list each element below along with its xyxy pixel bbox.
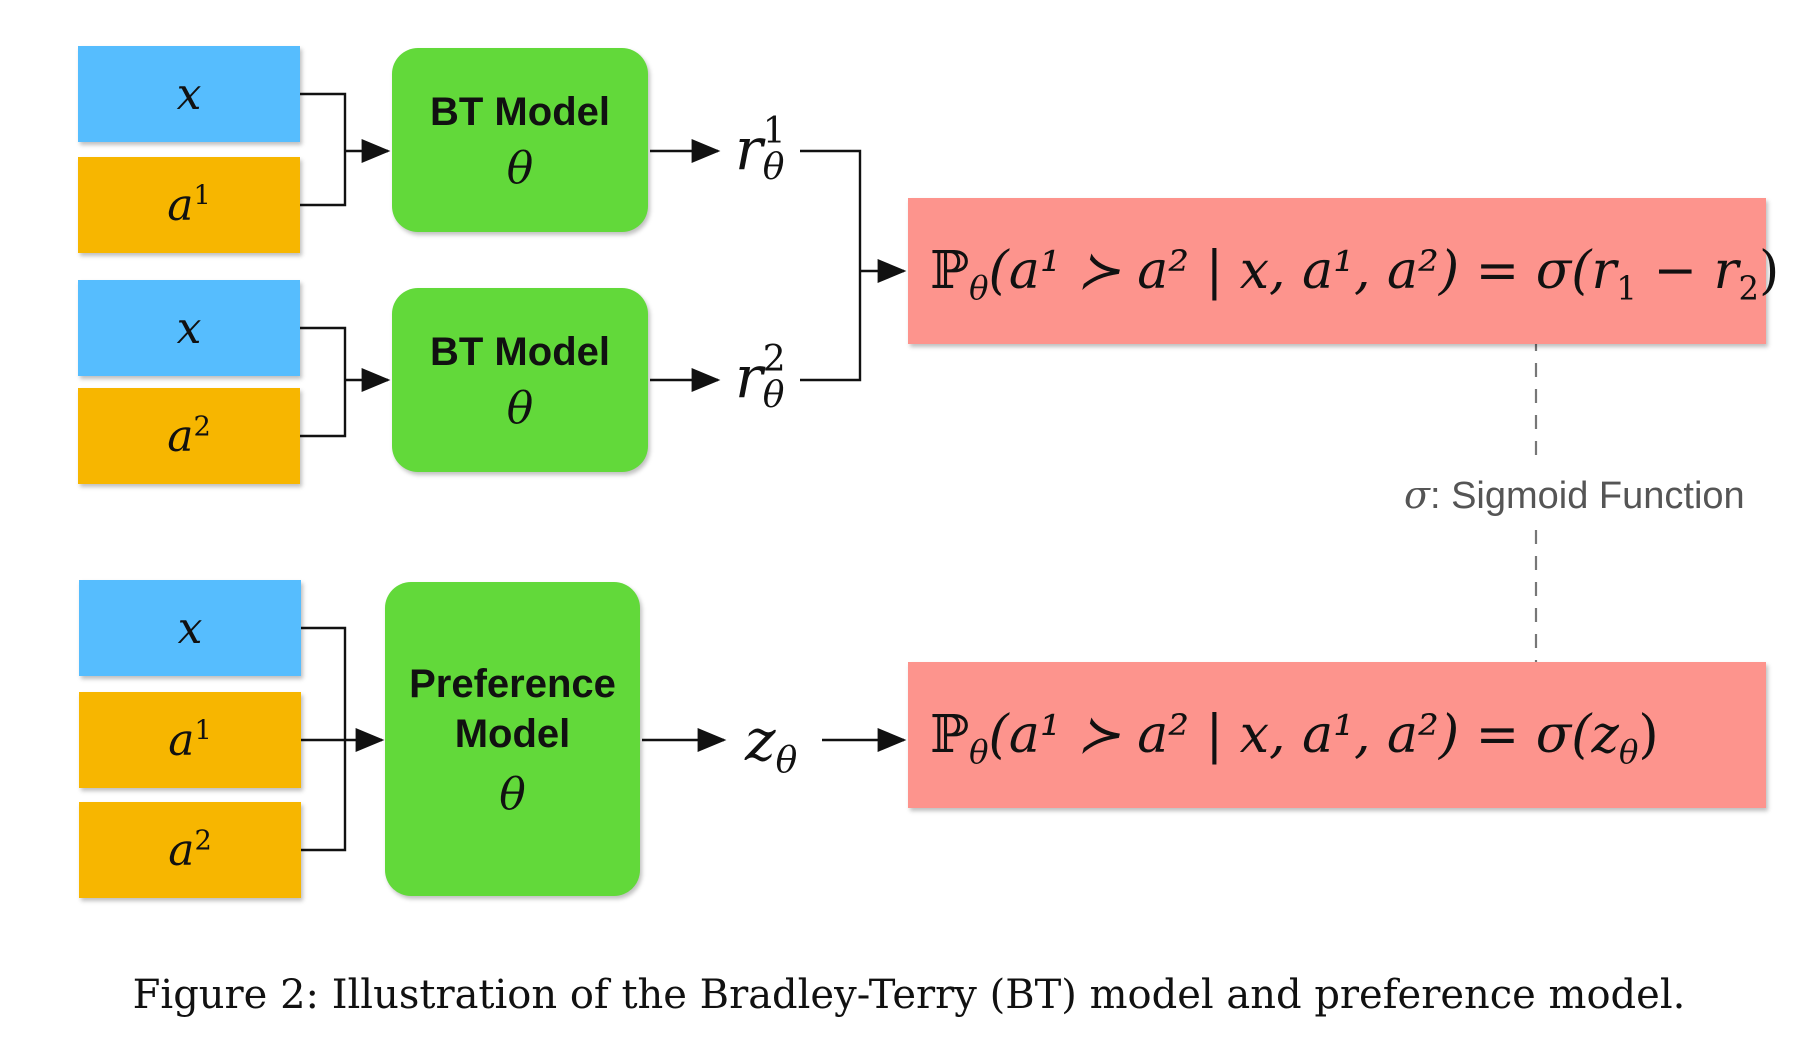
input-x-1: x [78,46,300,142]
bt-model-param: θ [506,142,534,194]
sigmoid-note-text: : Sigmoid Function [1429,475,1745,517]
input-x-label: x [176,68,202,120]
bt-model-1: BT Model θ [392,48,648,232]
input-a2-label: a2 [167,410,211,462]
connector-group1 [300,92,347,207]
connector-group2 [300,326,347,438]
input-x-label: x [177,602,203,654]
bt-formula: ℙθ(a¹ ≻ a² | x, a¹, a²) = σ(r1 − r2) [908,198,1779,344]
preference-model-title-line1: Preference [409,661,616,706]
bt-model-title: BT Model [430,89,610,134]
preference-formula-text: ℙθ(a¹ ≻ a² | x, a¹, a²) = σ(zθ) [930,705,1659,772]
input-a1-label: a1 [167,179,211,231]
connector-r-merge [800,149,862,382]
bt-model-param: θ [506,382,534,434]
input-a1-label: a1 [168,714,212,766]
input-x-3: x [79,580,301,676]
output-z: zθ [745,706,798,782]
preference-model-param: θ [499,768,526,820]
input-x-label: x [176,302,202,354]
input-a2-2: a2 [78,388,300,484]
sigma-symbol: σ [1404,473,1430,517]
figure-caption: Figure 2: Illustration of the Bradley-Te… [132,972,1686,1018]
input-x-2: x [78,280,300,376]
input-a1-3: a1 [79,692,301,788]
sigmoid-note: σ: Sigmoid Function [1400,473,1749,518]
input-a1-1: a1 [78,157,300,253]
preference-model: Preference Model θ [385,582,640,896]
preference-formula: ℙθ(a¹ ≻ a² | x, a¹, a²) = σ(zθ) [908,662,1766,808]
input-a2-3: a2 [79,802,301,898]
bt-formula-text: ℙθ(a¹ ≻ a² | x, a¹, a²) = σ(r1 − r2) [930,241,1780,308]
bt-model-2: BT Model θ [392,288,648,472]
bt-model-title: BT Model [430,329,610,374]
preference-model-title-line2: Model [454,711,571,756]
input-a2-label: a2 [168,824,212,876]
